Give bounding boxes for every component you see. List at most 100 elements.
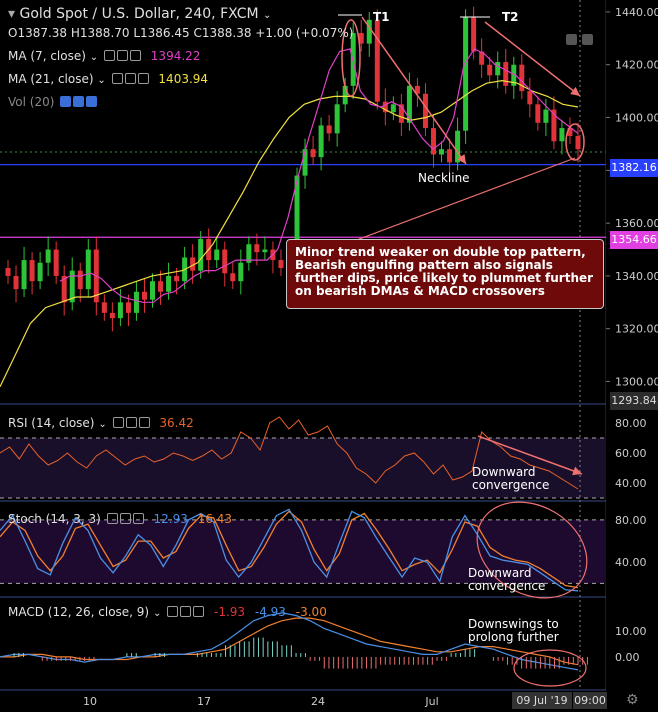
ma7-legend[interactable]: MA (7, close) ⌄ 1394.22 — [8, 49, 200, 63]
candle-body — [495, 62, 501, 76]
stoch-tick-label: 40.00 — [615, 556, 647, 569]
cursor-date-tag: 09 Jul '19 — [512, 692, 572, 709]
candle-body — [77, 270, 83, 290]
candle-body — [535, 104, 541, 123]
candle-body — [487, 64, 493, 76]
candle-body — [5, 268, 11, 276]
collapse-icon[interactable]: ▾ — [8, 6, 16, 22]
stoch-legend[interactable]: Stoch (14, 3, 3) 12.93 16.43 — [8, 512, 232, 526]
chevron-down-icon[interactable]: ⌄ — [98, 419, 107, 430]
price-tick-label: 1320.00 — [615, 323, 658, 336]
price-tick-label: 1340.00 — [615, 270, 658, 283]
label-t2: T2 — [502, 10, 519, 24]
rsi-legend[interactable]: RSI (14, close) ⌄ 36.42 — [8, 416, 194, 430]
time-tick-label: Jul — [424, 695, 438, 708]
candle-body — [158, 281, 164, 292]
price-axis[interactable]: 1300.001320.001340.001360.001380.001400.… — [606, 0, 658, 712]
settings-icon[interactable] — [180, 606, 192, 617]
chevron-down-icon[interactable] — [566, 34, 577, 45]
analysis-callout: Minor trend weaker on double top pattern… — [286, 239, 604, 309]
settings-icon[interactable] — [125, 417, 137, 428]
candle-body — [166, 275, 172, 292]
candle-body — [503, 62, 509, 86]
macd-signal-value: -3.00 — [295, 605, 327, 619]
vol-label: Vol (20) — [8, 95, 55, 109]
stoch-tick-label: 80.00 — [615, 514, 647, 527]
close-icon[interactable] — [129, 50, 141, 61]
symbol-name: Gold Spot / U.S. Dollar — [19, 6, 176, 22]
candle-body — [447, 149, 453, 163]
candle-body — [519, 64, 525, 92]
current-highlight-ellipse — [565, 123, 585, 161]
candle-body — [455, 130, 461, 163]
settings-icon[interactable] — [124, 73, 136, 84]
price-tick-label: 1360.00 — [615, 217, 658, 230]
stoch-d-value: 16.43 — [197, 512, 233, 526]
candle-body — [382, 101, 388, 113]
candle-body — [21, 260, 27, 290]
candle-body — [439, 149, 445, 155]
candle-body — [246, 244, 252, 263]
close-icon[interactable] — [132, 513, 144, 524]
candle-body — [326, 125, 332, 134]
time-tick-label: 17 — [197, 695, 211, 708]
time-axis[interactable]: 10 17 24 Jul — [83, 695, 439, 708]
oscillator-lines — [0, 416, 579, 671]
eye-icon[interactable] — [167, 606, 179, 617]
candle-body — [69, 270, 75, 303]
symbol-header[interactable]: ▾ Gold Spot / U.S. Dollar, 240, FXCM ⌄ — [8, 6, 272, 22]
candle-body — [334, 104, 340, 134]
candle-body — [366, 19, 372, 44]
ma21-label: MA (21, close) — [8, 72, 94, 86]
candle-body — [101, 302, 107, 313]
candle-body — [109, 312, 115, 319]
chevron-down-icon[interactable]: ⌄ — [89, 52, 99, 63]
macd-legend[interactable]: MACD (12, 26, close, 9) ⌄ -1.93 -4.93 -3… — [8, 605, 327, 619]
candle-body — [238, 262, 244, 282]
close-icon[interactable] — [193, 606, 205, 617]
macd-note: Downswings to prolong further — [468, 617, 559, 644]
maximize-icon[interactable] — [582, 34, 593, 45]
eye-icon[interactable] — [103, 50, 115, 61]
macd-tick-label: 0.00 — [615, 651, 640, 664]
ma21-legend[interactable]: MA (21, close) ⌄ 1403.94 — [8, 72, 208, 86]
candle-body — [511, 64, 517, 86]
rsi-tick-label: 60.00 — [615, 447, 647, 460]
settings-icon[interactable] — [119, 513, 131, 524]
candle-body — [190, 257, 196, 271]
rsi-band — [0, 437, 606, 584]
eye-icon[interactable] — [111, 73, 123, 84]
chevron-down-icon[interactable]: ⌄ — [152, 608, 162, 619]
gear-icon[interactable]: ⚙ — [626, 692, 639, 708]
candle-body — [125, 302, 131, 313]
ma7-value: 1394.22 — [150, 49, 201, 63]
candle-body — [390, 104, 396, 113]
cursor-time-tag: 09:00 — [573, 692, 607, 709]
close-icon[interactable] — [86, 96, 98, 107]
time-tick-label: 24 — [311, 695, 325, 708]
chevron-down-icon[interactable]: ⌄ — [263, 10, 272, 21]
stoch-highlight-ellipse — [476, 501, 588, 599]
candle-body — [198, 238, 204, 271]
close-icon[interactable] — [138, 417, 150, 428]
eye-icon[interactable] — [106, 513, 118, 524]
close-icon[interactable] — [137, 73, 149, 84]
macd-histogram — [13, 637, 588, 669]
candle-body — [278, 260, 284, 268]
stoch-label: Stoch (14, 3, 3) — [8, 512, 101, 526]
eye-icon[interactable] — [60, 96, 72, 107]
ma21-value: 1403.94 — [158, 72, 209, 86]
candle-body — [29, 260, 35, 282]
candle-body — [302, 149, 308, 176]
settings-icon[interactable] — [73, 96, 85, 107]
stoch-d-line — [0, 510, 579, 589]
settings-icon[interactable] — [116, 50, 128, 61]
stoch-k-value: 12.93 — [153, 512, 188, 526]
candle-body — [398, 104, 404, 123]
cursor-price-tag: 1293.84 — [610, 392, 658, 410]
vol-legend[interactable]: Vol (20) — [8, 95, 98, 109]
eye-icon[interactable] — [112, 417, 124, 428]
chevron-down-icon[interactable]: ⌄ — [97, 75, 106, 86]
pane-separators — [0, 0, 658, 691]
t2-down-arrow — [484, 21, 581, 97]
